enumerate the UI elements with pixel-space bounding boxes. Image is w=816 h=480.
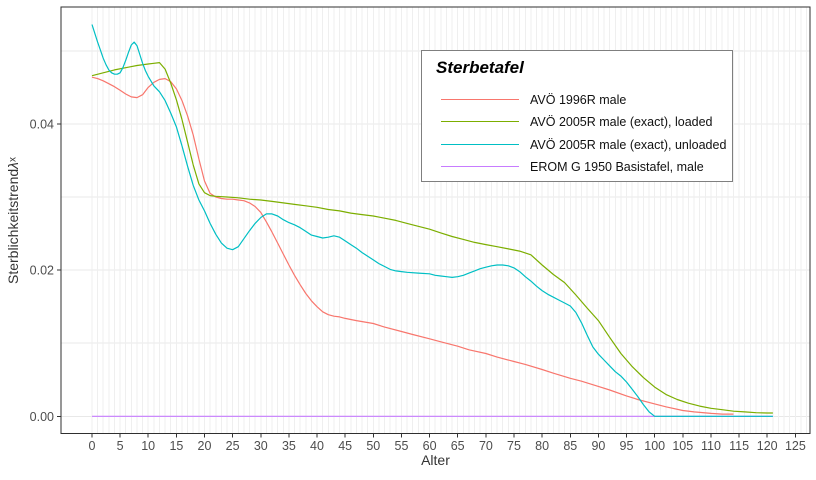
legend-item: EROM G 1950 Basistafel, male xyxy=(422,156,732,179)
x-tick-label: 105 xyxy=(672,439,693,453)
x-tick-label: 75 xyxy=(507,439,521,453)
x-tick-label: 5 xyxy=(117,439,124,453)
x-tick-label: 35 xyxy=(282,439,296,453)
legend-title: Sterbetafel xyxy=(436,58,524,77)
legend-item: AVÖ 1996R male xyxy=(422,88,732,111)
y-axis-title-text: Sterblichkeitstrend xyxy=(5,168,21,285)
lambda-symbol: λ xyxy=(5,161,21,169)
legend-key-line xyxy=(441,121,519,122)
x-tick-label: 50 xyxy=(366,439,380,453)
x-tick-label: 60 xyxy=(423,439,437,453)
x-tick-label: 90 xyxy=(591,439,605,453)
panel-border xyxy=(60,6,811,434)
x-tick-label: 30 xyxy=(254,439,268,453)
legend: Sterbetafel AVÖ 1996R male AVÖ 2005R mal… xyxy=(421,50,733,182)
y-tick-label: 0.02 xyxy=(30,264,54,278)
legend-item-label: AVÖ 1996R male xyxy=(530,92,627,107)
y-tick-label: 0.04 xyxy=(30,117,54,131)
x-tick-label: 125 xyxy=(785,439,806,453)
y-tick-label: 0.00 xyxy=(30,410,54,424)
lambda-subscript: x xyxy=(7,156,19,162)
x-axis-title: Alter xyxy=(421,452,450,468)
x-tick-label: 10 xyxy=(141,439,155,453)
legend-key-line xyxy=(441,98,519,100)
x-tick-label: 20 xyxy=(198,439,212,453)
x-tick-label: 25 xyxy=(226,439,240,453)
x-tick-label: 65 xyxy=(451,439,465,453)
legend-item: AVÖ 2005R male (exact), loaded xyxy=(422,111,732,134)
x-tick-label: 120 xyxy=(757,439,778,453)
series-line-0 xyxy=(91,76,734,415)
x-tick-label: 85 xyxy=(563,439,577,453)
series-line-2 xyxy=(91,24,773,417)
x-tick-label: 45 xyxy=(338,439,352,453)
legend-key-line xyxy=(441,143,519,145)
legend-item-label: AVÖ 2005R male (exact), loaded xyxy=(530,115,713,129)
x-tick-label: 0 xyxy=(89,439,96,453)
x-tick-label: 115 xyxy=(729,439,749,453)
legend-key-line xyxy=(441,166,519,167)
x-tick-label: 40 xyxy=(310,439,324,453)
legend-item: AVÖ 2005R male (exact), unloaded xyxy=(422,133,732,156)
legend-item-label: EROM G 1950 Basistafel, male xyxy=(530,160,704,174)
x-tick-label: 15 xyxy=(169,439,183,453)
x-tick-label: 70 xyxy=(479,439,493,453)
x-tick-label: 80 xyxy=(535,439,549,453)
x-tick-label: 100 xyxy=(644,439,665,453)
legend-item-label: AVÖ 2005R male (exact), unloaded xyxy=(530,137,727,152)
x-tick-label: 55 xyxy=(395,439,409,453)
x-tick-label: 110 xyxy=(701,439,721,453)
series-line-1 xyxy=(91,61,773,414)
x-tick-label: 95 xyxy=(620,439,634,453)
